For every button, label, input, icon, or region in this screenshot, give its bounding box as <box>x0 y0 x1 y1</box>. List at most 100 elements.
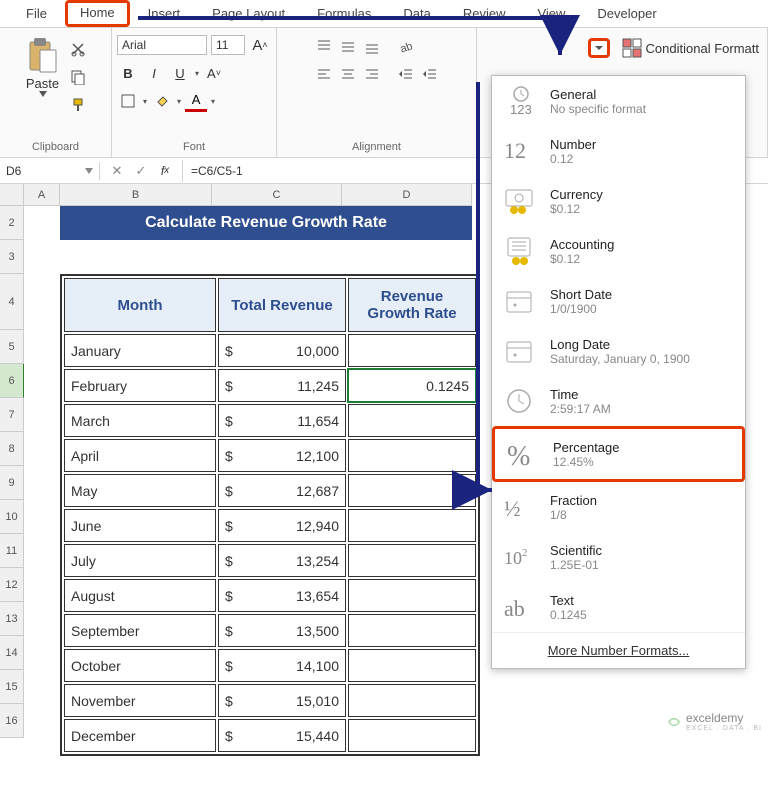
row-header[interactable]: 9 <box>0 466 24 500</box>
tab-file[interactable]: File <box>12 2 61 27</box>
cell-growth[interactable] <box>348 439 476 472</box>
cell-month[interactable]: April <box>64 439 216 472</box>
font-size-select[interactable]: 11 <box>211 35 245 55</box>
paste-button[interactable]: Paste <box>23 34 63 99</box>
select-all-corner[interactable] <box>0 184 24 206</box>
cell-growth[interactable] <box>348 544 476 577</box>
bold-button[interactable]: B <box>117 62 139 84</box>
align-middle-button[interactable] <box>337 36 359 58</box>
row-header[interactable]: 10 <box>0 500 24 534</box>
tab-formulas[interactable]: Formulas <box>303 2 385 27</box>
indent-decrease-button[interactable] <box>395 64 417 86</box>
format-option-long-date[interactable]: Long DateSaturday, January 0, 1900 <box>492 326 745 376</box>
cell-revenue[interactable]: $15,440 <box>218 719 346 752</box>
col-header-B[interactable]: B <box>60 184 212 206</box>
borders-button[interactable] <box>117 90 139 112</box>
conditional-formatting-button[interactable]: Conditional Formatt <box>622 38 759 58</box>
format-option-time[interactable]: Time2:59:17 AM <box>492 376 745 426</box>
cell-revenue[interactable]: $11,654 <box>218 404 346 437</box>
align-left-button[interactable] <box>313 64 335 86</box>
tab-developer[interactable]: Developer <box>583 2 670 27</box>
format-option-scientific[interactable]: 102Scientific1.25E-01 <box>492 532 745 582</box>
italic-button[interactable]: I <box>143 62 165 84</box>
align-bottom-button[interactable] <box>361 36 383 58</box>
tab-home[interactable]: Home <box>65 0 130 27</box>
row-header[interactable]: 3 <box>0 240 24 274</box>
cell-growth[interactable] <box>348 684 476 717</box>
cell-month[interactable]: March <box>64 404 216 437</box>
format-option-short-date[interactable]: Short Date1/0/1900 <box>492 276 745 326</box>
cell-month[interactable]: December <box>64 719 216 752</box>
align-top-button[interactable] <box>313 36 335 58</box>
cell-month[interactable]: August <box>64 579 216 612</box>
orientation-button[interactable]: ab <box>395 36 417 58</box>
row-header[interactable]: 14 <box>0 636 24 670</box>
font-color-button[interactable]: A <box>185 90 207 112</box>
col-header-D[interactable]: D <box>342 184 472 206</box>
row-header[interactable]: 11 <box>0 534 24 568</box>
format-option-number[interactable]: 12Number0.12 <box>492 126 745 176</box>
cell-month[interactable]: September <box>64 614 216 647</box>
enter-formula-button[interactable]: ✓ <box>130 160 152 182</box>
grow-font-button[interactable]: A˄ <box>249 34 271 56</box>
tab-review[interactable]: Review <box>449 2 520 27</box>
format-option-text[interactable]: abText0.1245 <box>492 582 745 632</box>
cell-month[interactable]: October <box>64 649 216 682</box>
shrink-font-button[interactable]: A˅ <box>203 62 225 84</box>
cut-button[interactable] <box>67 38 89 60</box>
col-header-A[interactable]: A <box>24 184 60 206</box>
cell-revenue[interactable]: $13,254 <box>218 544 346 577</box>
row-header[interactable]: 4 <box>0 274 24 330</box>
name-box[interactable]: D6 <box>0 162 100 180</box>
format-option-accounting[interactable]: Accounting$0.12 <box>492 226 745 276</box>
underline-button[interactable]: U <box>169 62 191 84</box>
cell-month[interactable]: January <box>64 334 216 367</box>
cell-revenue[interactable]: $12,940 <box>218 509 346 542</box>
indent-increase-button[interactable] <box>419 64 441 86</box>
cell-revenue[interactable]: $12,687 <box>218 474 346 507</box>
cell-month[interactable]: June <box>64 509 216 542</box>
cancel-formula-button[interactable]: ✕ <box>106 160 128 182</box>
cell-growth[interactable] <box>348 719 476 752</box>
row-header[interactable]: 2 <box>0 206 24 240</box>
more-number-formats-link[interactable]: More Number Formats... <box>492 632 745 668</box>
row-header[interactable]: 12 <box>0 568 24 602</box>
cell-growth[interactable]: 0.1245 <box>348 369 476 402</box>
cell-revenue[interactable]: $15,010 <box>218 684 346 717</box>
align-right-button[interactable] <box>361 64 383 86</box>
copy-button[interactable] <box>67 66 89 88</box>
fill-color-button[interactable] <box>151 90 173 112</box>
cell-revenue[interactable]: $14,100 <box>218 649 346 682</box>
row-header[interactable]: 15 <box>0 670 24 704</box>
fx-button[interactable]: fx <box>154 160 176 182</box>
cell-growth[interactable] <box>348 404 476 437</box>
cell-growth[interactable] <box>348 509 476 542</box>
row-header[interactable]: 6 <box>0 364 24 398</box>
tab-page-layout[interactable]: Page Layout <box>198 2 299 27</box>
align-center-button[interactable] <box>337 64 359 86</box>
cell-revenue[interactable]: $11,245 <box>218 369 346 402</box>
cell-revenue[interactable]: $10,000 <box>218 334 346 367</box>
tab-insert[interactable]: Insert <box>134 2 195 27</box>
row-header[interactable]: 5 <box>0 330 24 364</box>
number-format-dropdown-button[interactable] <box>588 38 610 58</box>
tab-data[interactable]: Data <box>389 2 444 27</box>
cell-growth[interactable] <box>348 334 476 367</box>
cell-growth[interactable] <box>348 579 476 612</box>
cell-month[interactable]: November <box>64 684 216 717</box>
col-header-C[interactable]: C <box>212 184 342 206</box>
cell-month[interactable]: July <box>64 544 216 577</box>
row-header[interactable]: 16 <box>0 704 24 738</box>
cell-revenue[interactable]: $13,654 <box>218 579 346 612</box>
row-header[interactable]: 8 <box>0 432 24 466</box>
format-painter-button[interactable] <box>67 94 89 116</box>
format-option-currency[interactable]: Currency$0.12 <box>492 176 745 226</box>
cell-growth[interactable] <box>348 649 476 682</box>
cell-month[interactable]: February <box>64 369 216 402</box>
tab-view[interactable]: View <box>523 2 579 27</box>
row-header[interactable]: 13 <box>0 602 24 636</box>
format-option-percentage[interactable]: %Percentage12.45% <box>492 426 745 482</box>
formula-input[interactable]: =C6/C5-1 <box>183 162 251 180</box>
cell-growth[interactable] <box>348 474 476 507</box>
cell-revenue[interactable]: $12,100 <box>218 439 346 472</box>
